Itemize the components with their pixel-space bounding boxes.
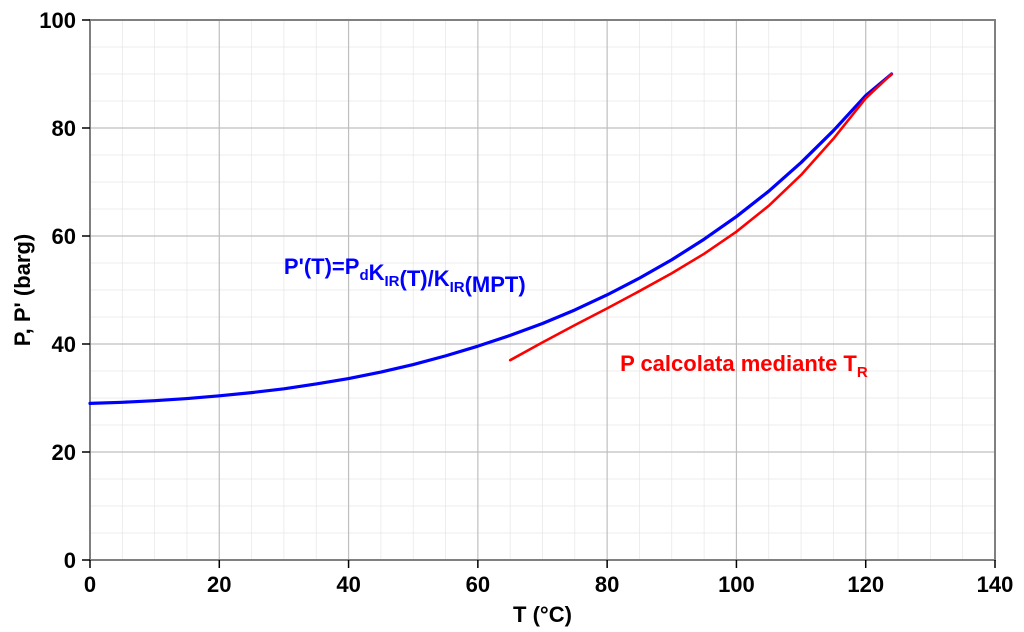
x-tick-label: 20 bbox=[207, 572, 231, 597]
x-tick-label: 120 bbox=[847, 572, 884, 597]
x-tick-label: 140 bbox=[977, 572, 1014, 597]
x-tick-label: 100 bbox=[718, 572, 755, 597]
y-tick-label: 80 bbox=[52, 116, 76, 141]
x-axis-label: T (°C) bbox=[513, 602, 572, 627]
y-tick-label: 100 bbox=[39, 8, 76, 33]
chart-svg: 0 20 40 60 80 100 120 140 0 20 40 60 80 100 T (°C) P, P… bbox=[0, 0, 1024, 632]
y-tick-label: 20 bbox=[52, 440, 76, 465]
chart-container: 0 20 40 60 80 100 120 140 0 20 40 60 80 100 T (°C) P, P… bbox=[0, 0, 1024, 632]
y-tick-label: 60 bbox=[52, 224, 76, 249]
y-tick-label: 0 bbox=[64, 548, 76, 573]
x-tick-label: 60 bbox=[466, 572, 490, 597]
y-tick-label: 40 bbox=[52, 332, 76, 357]
x-tick-label: 40 bbox=[336, 572, 360, 597]
x-tick-label: 80 bbox=[595, 572, 619, 597]
y-axis-label: P, P' (barg) bbox=[10, 234, 35, 346]
x-tick-label: 0 bbox=[84, 572, 96, 597]
